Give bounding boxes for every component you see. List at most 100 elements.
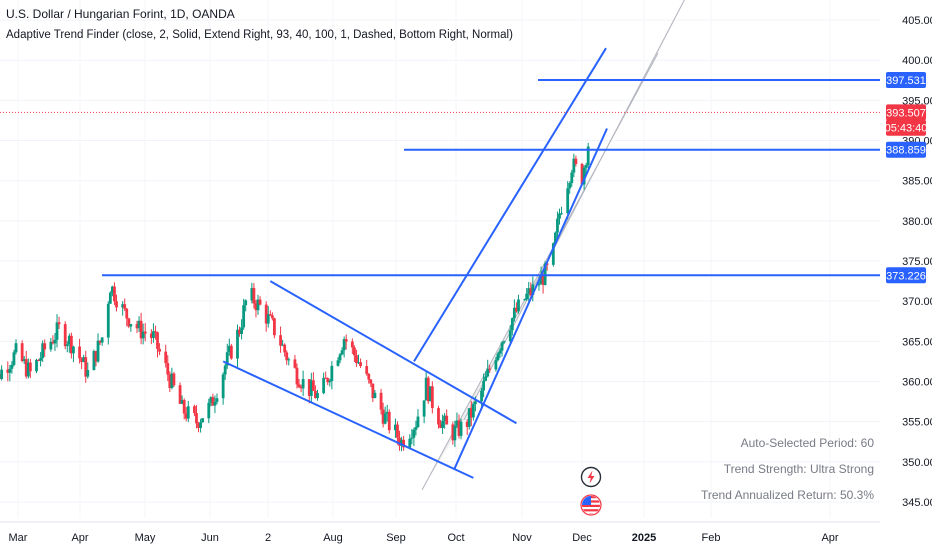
candle-down bbox=[6, 369, 10, 373]
candle-up bbox=[49, 341, 53, 350]
candle-down bbox=[324, 377, 328, 379]
x-tick-label: Sep bbox=[386, 532, 406, 544]
candle-up bbox=[316, 393, 319, 399]
stat-return: Trend Annualized Return: 50.3% bbox=[701, 488, 874, 502]
candle-up bbox=[41, 343, 45, 359]
candle-up bbox=[35, 359, 38, 372]
x-tick-label: Aug bbox=[323, 532, 343, 544]
falling-channel-lower[interactable] bbox=[222, 360, 474, 479]
candle-down bbox=[326, 378, 330, 383]
candle-up bbox=[357, 362, 360, 364]
candle-down bbox=[113, 286, 116, 302]
candle-up bbox=[301, 379, 305, 389]
candle-up bbox=[10, 364, 14, 369]
candle-down bbox=[439, 424, 442, 428]
price-label-text: 393.507 bbox=[886, 107, 926, 119]
candle-up bbox=[525, 293, 529, 300]
candle-down bbox=[172, 373, 176, 386]
candle-down bbox=[279, 335, 282, 346]
candle-down bbox=[57, 322, 61, 325]
indicator-legend[interactable]: Adaptive Trend Finder (close, 2, Solid, … bbox=[6, 29, 513, 41]
candle-up bbox=[186, 406, 190, 419]
candle-up bbox=[67, 335, 71, 345]
candle-down bbox=[229, 345, 233, 359]
candle-down bbox=[365, 366, 369, 374]
candle-down bbox=[295, 367, 299, 385]
candle-down bbox=[252, 288, 256, 304]
candle-up bbox=[560, 213, 563, 215]
candle-down bbox=[149, 333, 153, 338]
y-tick-label: 345.000 bbox=[902, 497, 932, 509]
candle-down bbox=[182, 399, 186, 414]
candle-up bbox=[199, 422, 202, 428]
x-tick-label: Dec bbox=[572, 532, 592, 544]
x-tick-label: Apr bbox=[821, 532, 838, 544]
trend-line-upper[interactable] bbox=[413, 47, 607, 362]
candle-up bbox=[486, 368, 490, 377]
candle-down bbox=[94, 351, 98, 362]
candle-down bbox=[350, 341, 354, 348]
falling-channel-upper[interactable] bbox=[269, 280, 517, 425]
candle-up bbox=[484, 376, 488, 381]
candle-down bbox=[20, 343, 24, 361]
candle-down bbox=[529, 288, 533, 296]
candle-down bbox=[156, 332, 159, 349]
candle-up bbox=[537, 284, 541, 286]
candle-up bbox=[240, 327, 243, 334]
trend-line-lower[interactable] bbox=[453, 128, 608, 471]
candle-up bbox=[170, 373, 174, 388]
candle-down bbox=[193, 406, 196, 414]
us-flag-icon[interactable] bbox=[580, 494, 602, 516]
earnings-event-icon[interactable] bbox=[580, 466, 602, 488]
candle-up bbox=[55, 322, 59, 340]
candle-up bbox=[531, 284, 535, 296]
candle-up bbox=[256, 299, 260, 311]
candle-up bbox=[309, 380, 313, 396]
candle-down bbox=[293, 359, 297, 368]
candle-up bbox=[281, 344, 285, 346]
candle-up bbox=[92, 351, 96, 371]
candle-up bbox=[441, 420, 444, 428]
price-axis[interactable]: 345.000 350.000 355.000 360.000 365.000 370.0… bbox=[902, 15, 932, 509]
candle-up bbox=[416, 416, 420, 428]
drawing-lines[interactable] bbox=[0, 47, 880, 479]
candle-up bbox=[383, 413, 387, 424]
candle-down bbox=[430, 386, 434, 409]
candle-down bbox=[437, 408, 440, 425]
candle-up bbox=[517, 299, 520, 312]
candle-up bbox=[227, 345, 231, 353]
price-label-box bbox=[886, 72, 926, 89]
candle-up bbox=[82, 357, 86, 363]
time-axis[interactable]: Mar Apr May Jun 2 Aug Sep Oct Nov Dec 2025 Feb Apr bbox=[0, 521, 880, 544]
candle-up bbox=[453, 425, 457, 441]
candle-up bbox=[584, 164, 588, 168]
candle-down bbox=[115, 301, 118, 308]
candle-down bbox=[127, 318, 131, 327]
candle-up bbox=[523, 299, 527, 301]
candle-up bbox=[106, 303, 110, 338]
candle-down bbox=[80, 358, 84, 363]
candle-down bbox=[451, 424, 455, 441]
x-tick-label: Feb bbox=[702, 532, 721, 544]
candle-down bbox=[195, 413, 198, 424]
candle-up bbox=[100, 337, 104, 343]
price-labels: 397.531 393.507 05:43:40 388.859 373.226 bbox=[885, 72, 928, 284]
candle-up bbox=[338, 354, 342, 361]
price-label-text: 05:43:40 bbox=[885, 123, 928, 135]
y-tick-label: 405.000 bbox=[902, 15, 932, 27]
candle-down bbox=[381, 409, 385, 424]
x-tick-label: Mar bbox=[9, 532, 28, 544]
candle-up bbox=[207, 402, 211, 419]
candle-up bbox=[336, 360, 340, 366]
candle-down bbox=[168, 374, 172, 388]
y-tick-label: 370.000 bbox=[902, 296, 932, 308]
candle-down bbox=[445, 415, 449, 425]
candle-down bbox=[166, 363, 170, 375]
candle-down bbox=[379, 392, 383, 410]
y-tick-label: 350.000 bbox=[902, 457, 932, 469]
symbol-title[interactable]: U.S. Dollar / Hungarian Forint, 1D, OAND… bbox=[6, 7, 235, 21]
candle-down bbox=[28, 362, 32, 372]
y-tick-label: 360.000 bbox=[902, 376, 932, 388]
